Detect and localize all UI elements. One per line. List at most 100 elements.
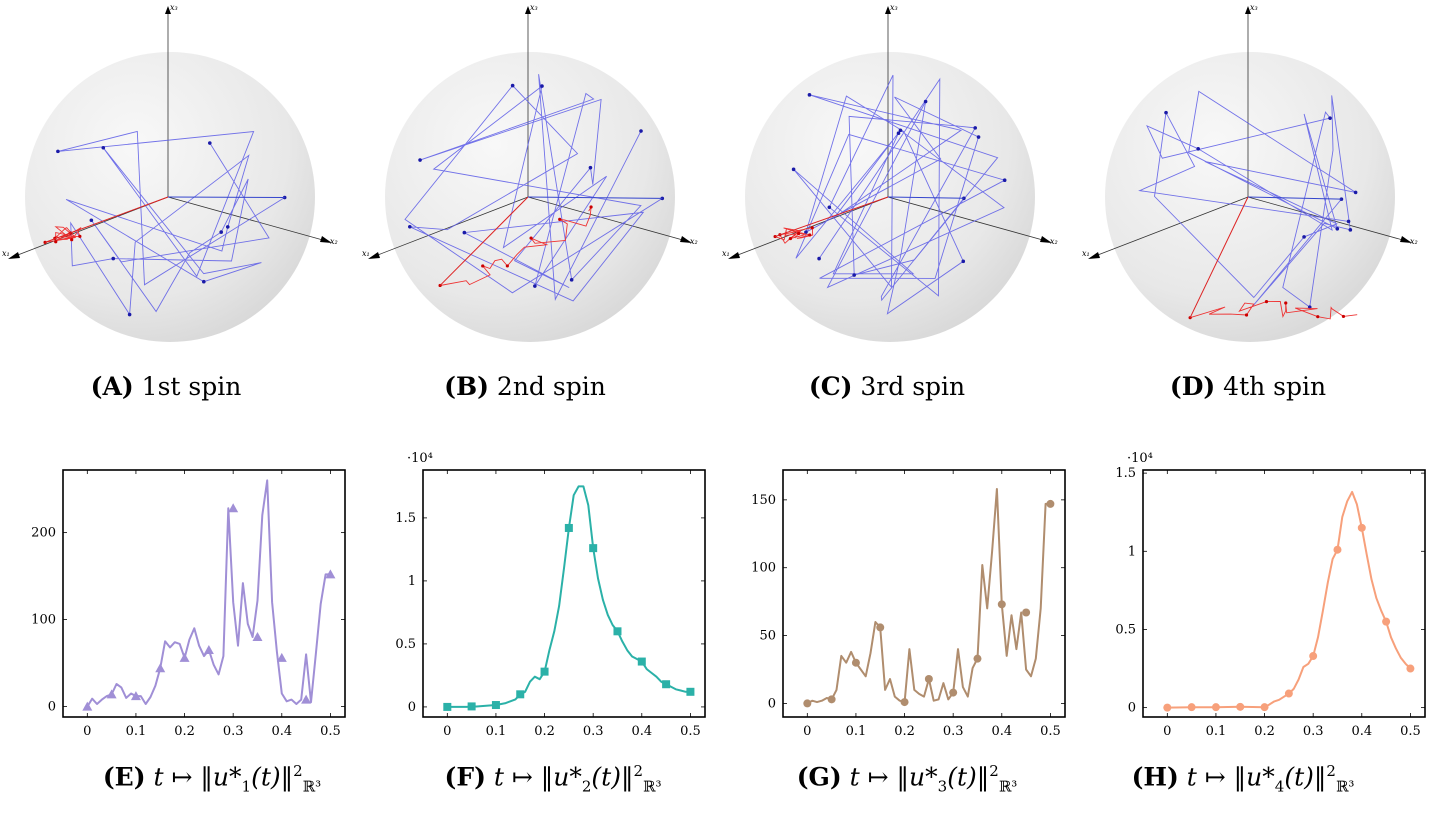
caption-f-post: (t)‖ bbox=[591, 762, 634, 792]
caption-b-text: 2nd spin bbox=[496, 372, 606, 401]
axis-x2 bbox=[887, 196, 1051, 243]
data-point bbox=[155, 663, 166, 673]
blue-trajectory-point bbox=[1196, 147, 1200, 151]
chart-panel-e: 0 0.1 0.2 0.3 0.4 0.5 0 100 200 bbox=[0, 445, 360, 745]
sphere-plot-a: x₃ x₂ x₁ bbox=[2, 3, 338, 342]
x-tick-label: 0 bbox=[1163, 724, 1171, 739]
caption-f-letter: (F) bbox=[444, 762, 486, 792]
x-tick-label: 0.4 bbox=[631, 724, 652, 739]
series-line bbox=[1167, 490, 1412, 709]
blue-trajectory-point bbox=[827, 205, 832, 210]
data-point bbox=[1284, 689, 1293, 698]
x-tick-label: 0 bbox=[443, 724, 451, 739]
plot-frame bbox=[422, 469, 706, 718]
caption-e-letter: (E) bbox=[102, 762, 146, 792]
red-vector bbox=[774, 196, 889, 238]
data-point bbox=[662, 680, 671, 689]
caption-d: (D) 4th spin bbox=[1170, 372, 1326, 401]
blue-trajectory-point bbox=[89, 218, 94, 223]
sphere-plot-c: x₃ x₂ x₁ bbox=[722, 3, 1058, 342]
axis-x1-label: x₁ bbox=[722, 249, 730, 258]
red-trajectory-point bbox=[797, 231, 801, 236]
blue-trajectory-point bbox=[127, 312, 132, 317]
x-tick-label: 0.5 bbox=[680, 724, 701, 739]
caption-f-pre: t ↦ ‖u bbox=[493, 762, 570, 792]
blue-trajectory-point bbox=[510, 83, 515, 88]
y-tick-label: 1.5 bbox=[395, 511, 416, 526]
data-point bbox=[564, 523, 573, 532]
caption-e-post: (t)‖ bbox=[251, 762, 294, 792]
caption-b-letter: (B) bbox=[444, 372, 489, 401]
blue-trajectory-point bbox=[973, 126, 977, 130]
axis-x1 bbox=[1089, 196, 1249, 259]
blue-trajectory-point bbox=[660, 196, 665, 201]
x-tick-label: 0.4 bbox=[991, 724, 1012, 739]
data-point bbox=[252, 631, 263, 641]
data-point bbox=[1046, 499, 1055, 508]
axis-x1-arrow bbox=[728, 252, 740, 259]
x-tick-label: 0.1 bbox=[126, 724, 147, 739]
data-point bbox=[949, 688, 958, 697]
red-trajectory-point bbox=[1316, 315, 1320, 319]
data-point bbox=[1236, 702, 1245, 711]
red-trajectory-point bbox=[808, 233, 812, 237]
caption-e-sub: 1 bbox=[241, 777, 252, 796]
data-point bbox=[1309, 652, 1318, 661]
x-tick-label: 0.2 bbox=[1254, 724, 1275, 739]
data-point bbox=[325, 569, 336, 579]
axis-x3-arrow bbox=[525, 6, 531, 14]
x-tick-label: 0.4 bbox=[271, 724, 292, 739]
caption-a-letter: (A) bbox=[90, 372, 134, 401]
red-trajectory-point bbox=[788, 236, 793, 241]
blue-trajectory-point bbox=[208, 141, 212, 145]
y-tick-label: 100 bbox=[31, 613, 56, 628]
data-point bbox=[1357, 523, 1366, 532]
blue-trajectory-point bbox=[418, 158, 422, 162]
blue-trajectory bbox=[57, 130, 285, 316]
data-point bbox=[301, 694, 312, 704]
data-point bbox=[443, 702, 452, 711]
axis-x3-arrow bbox=[1245, 6, 1251, 14]
y-tick-label: 0 bbox=[768, 696, 776, 711]
plot-frame bbox=[782, 469, 1066, 718]
x-tick-label: 0.3 bbox=[223, 724, 244, 739]
caption-c-letter: (C) bbox=[808, 372, 853, 401]
axis-x2-label: x₂ bbox=[330, 237, 338, 246]
chart-g: 0 0.1 0.2 0.3 0.4 0.5 0 50 100 150 bbox=[751, 469, 1066, 739]
blue-trajectory-point bbox=[804, 230, 808, 234]
blue-trajectory-point bbox=[1328, 116, 1332, 120]
sphere-panel-c: x₃ x₂ x₁ bbox=[720, 0, 1070, 360]
blue-trajectory bbox=[1138, 90, 1356, 308]
blue-trajectory-point bbox=[896, 131, 901, 136]
caption-h-rsub: ℝ³ bbox=[1335, 777, 1355, 796]
blue-trajectory-point bbox=[1353, 190, 1358, 195]
data-point bbox=[228, 503, 239, 513]
data-point bbox=[686, 687, 695, 696]
chart-h: 0 0.1 0.2 0.3 0.4 0.5 0 0.5 1 1.5·10⁴ bbox=[1115, 451, 1426, 739]
red-trajectory-point bbox=[558, 217, 562, 221]
data-point bbox=[876, 623, 885, 632]
x-tick-label: 0.4 bbox=[1351, 724, 1372, 739]
data-point bbox=[179, 652, 190, 662]
y-tick-label: 150 bbox=[751, 493, 776, 508]
caption-h-letter: (H) bbox=[1131, 762, 1179, 792]
blue-trajectory-point bbox=[588, 165, 593, 170]
blue-trajectory-point bbox=[540, 84, 544, 88]
chart-panel-f: 0 0.1 0.2 0.3 0.4 0.5 0 0.5 1 1.5 ·10⁴ bbox=[360, 445, 720, 745]
data-point bbox=[467, 702, 476, 711]
blue-trajectory-point bbox=[225, 225, 230, 229]
caption-e: (E) t ↦ ‖u*1(t)‖2ℝ³ bbox=[103, 762, 321, 795]
axis-x1 bbox=[369, 196, 529, 259]
axis-x2-label: x₂ bbox=[1410, 237, 1418, 246]
blue-vector bbox=[887, 196, 964, 199]
x-tick-label: 0 bbox=[83, 724, 91, 739]
caption-g-post: (t)‖ bbox=[947, 762, 990, 792]
caption-e-rsup: 2 bbox=[293, 762, 303, 780]
caption-f-rsup: 2 bbox=[633, 762, 644, 780]
blue-trajectory-point bbox=[1302, 235, 1306, 239]
series-line bbox=[447, 485, 691, 708]
axis-x3-label: x₃ bbox=[530, 3, 538, 12]
x-tick-label: 0.1 bbox=[846, 724, 867, 739]
sphere-panel-d: x₃ x₂ x₁ bbox=[1080, 0, 1430, 360]
plot-frame bbox=[1142, 469, 1426, 718]
